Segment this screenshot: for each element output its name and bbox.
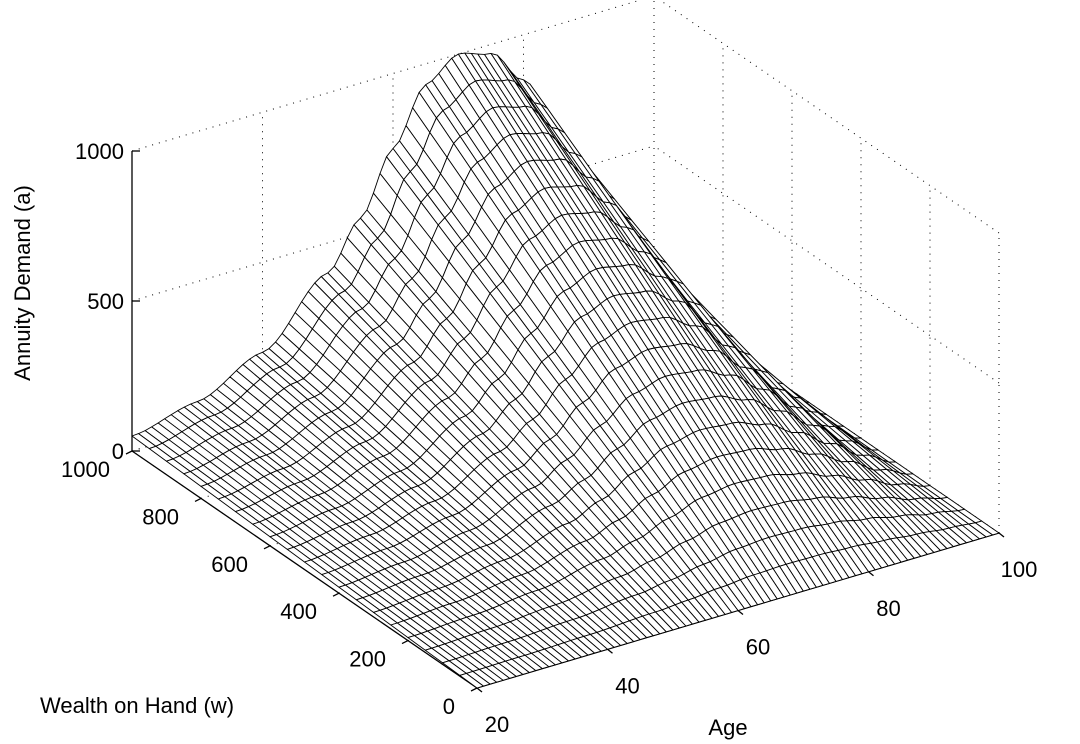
x-tick-label: 60	[746, 635, 770, 660]
y-tick-label: 1000	[61, 457, 110, 482]
grid-line	[658, 0, 1000, 234]
x-tick-label: 20	[485, 712, 509, 737]
y-tick-mark	[125, 450, 133, 455]
y-axis-line	[131, 450, 478, 689]
surface-mesh	[131, 52, 1000, 689]
z-tick-label: 0	[112, 439, 124, 464]
z-tick-label: 1000	[75, 139, 124, 164]
y-tick-mark	[263, 545, 271, 550]
x-tick-mark	[476, 687, 483, 693]
x-tick-mark	[998, 532, 1005, 538]
y-axis-label: Wealth on Hand (w)	[40, 693, 234, 718]
surface-cell	[459, 672, 484, 689]
x-tick-mark	[737, 609, 744, 616]
x-tick-mark	[868, 571, 874, 577]
y-tick-mark	[332, 592, 340, 597]
x-tick-label: 100	[1001, 557, 1038, 582]
y-tick-mark	[470, 687, 478, 692]
x-axis-label: Age	[708, 715, 747, 740]
y-tick-label: 400	[280, 599, 317, 624]
z-tick-label: 500	[87, 289, 124, 314]
y-tick-mark	[194, 497, 202, 502]
x-tick-mark	[607, 648, 613, 654]
y-tick-label: 800	[142, 504, 179, 529]
y-tick-label: 0	[443, 694, 455, 719]
y-tick-label: 200	[349, 647, 386, 672]
x-tick-label: 40	[615, 673, 639, 698]
y-tick-label: 600	[211, 552, 248, 577]
z-axis-label: Annuity Demand (a)	[10, 185, 35, 381]
y-tick-mark	[401, 640, 409, 645]
x-tick-label: 80	[876, 596, 900, 621]
